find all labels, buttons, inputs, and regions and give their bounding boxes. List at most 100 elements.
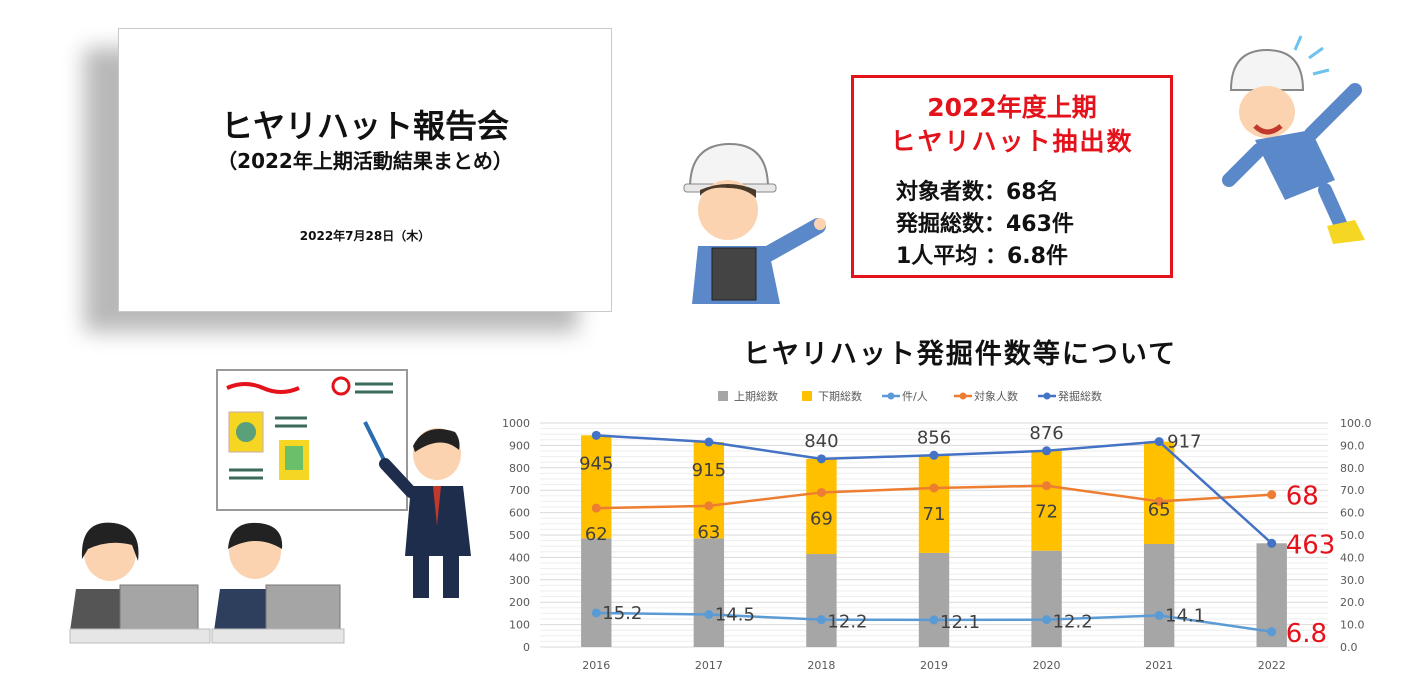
chart-title: ヒヤリハット発掘件数等について <box>742 339 1178 370</box>
point-対象人数 <box>816 487 826 497</box>
x-axis-tick-label: 2018 <box>807 659 835 672</box>
x-axis-tick-label: 2017 <box>695 659 723 672</box>
x-axis-tick-label: 2020 <box>1033 659 1061 672</box>
slide-subtitle: （2022年上期活動結果まとめ） <box>217 149 513 173</box>
summary-heading: ヒヤリハット抽出数 <box>890 127 1134 156</box>
audience-laptops-illustration <box>69 522 345 644</box>
summary-box: 2022年度上期 ヒヤリハット抽出数 対象者数：68名 発掘総数：463件 1人… <box>851 75 1173 278</box>
point-発掘総数 <box>591 430 601 440</box>
legend-label-対象人数: 対象人数 <box>974 389 1018 403</box>
slide-date: 2022年7月28日（木） <box>299 229 431 243</box>
point-対象人数 <box>1042 481 1052 491</box>
bar-上期総数 <box>1031 550 1062 647</box>
data-label-対象人数: 69 <box>810 508 833 529</box>
left-axis-tick-label: 900 <box>509 439 530 452</box>
right-axis-tick-label: 10.0 <box>1340 619 1365 632</box>
summary-period: 2022年度上期 <box>927 93 1097 122</box>
left-axis-tick-label: 600 <box>509 507 530 520</box>
data-label-対象人数: 71 <box>923 504 946 525</box>
combo-chart: 0 100 200 300 400 500 600 700 800 900 1000 0.0 10.0 2… <box>502 389 1372 672</box>
x-axis-tick-label: 2016 <box>582 659 610 672</box>
x-axis-tick-label: 2019 <box>920 659 948 672</box>
point-対象人数 <box>1154 496 1164 506</box>
worker-pointing-illustration <box>683 142 826 304</box>
right-axis-tick-label: 100.0 <box>1340 417 1372 430</box>
right-axis-tick-label: 40.0 <box>1340 551 1365 564</box>
point-発掘総数 <box>704 437 714 447</box>
point-対象人数 <box>929 483 939 493</box>
left-axis-tick-label: 1000 <box>502 417 530 430</box>
right-axis-tick-label: 50.0 <box>1340 529 1365 542</box>
point-発掘総数 <box>1042 446 1052 456</box>
point-発掘総数 <box>816 454 826 464</box>
legend-marker-対象人数 <box>959 392 967 400</box>
bar-上期総数 <box>806 554 837 647</box>
point-対象人数 <box>704 501 714 511</box>
bar-上期総数 <box>581 538 612 647</box>
left-axis-tick-label: 100 <box>509 619 530 632</box>
left-axis-tick-label: 800 <box>509 462 530 475</box>
data-label-発掘総数: 945 <box>579 453 613 474</box>
left-axis-tick-label: 500 <box>509 529 530 542</box>
data-label-件/人: 14.5 <box>715 605 755 626</box>
data-label-件/人: 12.2 <box>827 612 867 633</box>
legend-marker-件/人 <box>887 392 895 400</box>
point-発掘総数 <box>1154 437 1164 447</box>
legend-swatch-上期総数 <box>718 391 728 401</box>
data-label-対象人数: 72 <box>1035 502 1058 523</box>
falling-worker-illustration <box>1222 35 1365 244</box>
left-axis-tick-label: 700 <box>509 484 530 497</box>
point-発掘総数 <box>929 450 939 460</box>
data-label-対象人数: 65 <box>1148 499 1171 520</box>
point-件/人 <box>929 615 939 625</box>
data-label-件/人: 15.2 <box>602 603 642 624</box>
summary-stat-members: 対象者数：68名 <box>896 180 1059 205</box>
bar-上期総数 <box>918 552 950 647</box>
summary-stat-average: 1人平均 ：6.8件 <box>896 244 1068 269</box>
slide-title: ヒヤリハット報告会 <box>220 107 509 145</box>
left-axis-tick-label: 0 <box>523 641 530 654</box>
data-label-件/人: 12.2 <box>1053 612 1093 633</box>
point-件/人 <box>1267 627 1277 637</box>
data-label-件/人: 14.1 <box>1165 605 1205 626</box>
bar-下期総数 <box>693 442 725 539</box>
point-件/人 <box>704 610 714 620</box>
right-axis-tick-label: 80.0 <box>1340 462 1365 475</box>
right-axis-tick-label: 70.0 <box>1340 484 1365 497</box>
right-axis-tick-label: 60.0 <box>1340 507 1365 520</box>
data-label-件/人: 6.8 <box>1286 619 1327 649</box>
data-label-対象人数: 63 <box>697 522 720 543</box>
data-label-発掘総数: 463 <box>1286 530 1336 560</box>
x-axis-tick-label: 2022 <box>1258 659 1286 672</box>
data-label-件/人: 12.1 <box>940 612 980 633</box>
bar-下期総数 <box>1143 441 1175 544</box>
bar-上期総数 <box>1143 543 1175 647</box>
bar-下期総数 <box>918 455 950 553</box>
right-axis-tick-label: 20.0 <box>1340 596 1365 609</box>
right-axis-tick-label: 30.0 <box>1340 574 1365 587</box>
data-label-対象人数: 62 <box>585 524 608 545</box>
bar-下期総数 <box>806 458 837 555</box>
summary-stat-total: 発掘総数：463件 <box>896 212 1074 237</box>
legend-swatch-下期総数 <box>802 391 812 401</box>
legend-label-下期総数: 下期総数 <box>818 389 862 403</box>
right-axis-tick-label: 0.0 <box>1340 641 1358 654</box>
data-label-対象人数: 68 <box>1286 482 1319 512</box>
right-axis-tick-label: 90.0 <box>1340 439 1365 452</box>
legend-label-上期総数: 上期総数 <box>734 389 778 403</box>
point-対象人数 <box>591 503 601 513</box>
bar-下期総数 <box>1031 450 1062 551</box>
bar-上期総数 <box>693 538 725 647</box>
data-label-発掘総数: 856 <box>917 427 951 448</box>
left-axis-tick-label: 300 <box>509 574 530 587</box>
left-axis-tick-label: 400 <box>509 551 530 564</box>
bar-下期総数 <box>581 435 612 539</box>
point-対象人数 <box>1267 490 1277 500</box>
legend-label-件/人: 件/人 <box>902 390 928 403</box>
data-label-発掘総数: 915 <box>692 460 726 481</box>
data-label-発掘総数: 840 <box>804 431 838 452</box>
legend-marker-発掘総数 <box>1043 392 1051 400</box>
presenter-whiteboard-illustration <box>216 369 471 598</box>
point-件/人 <box>1042 615 1052 625</box>
point-件/人 <box>591 608 601 618</box>
